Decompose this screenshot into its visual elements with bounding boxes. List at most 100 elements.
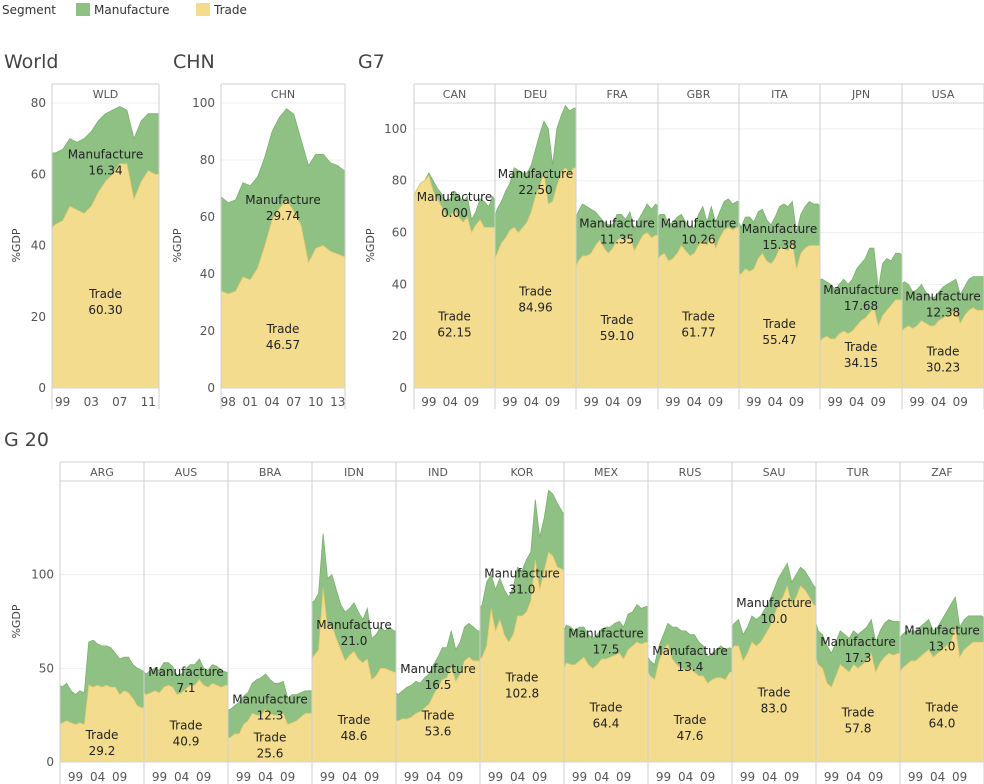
manufacture-value-ita: 15.38 [762, 238, 796, 252]
area-trade-gbr [657, 226, 740, 389]
manufacture-label-kor: Manufacture [484, 567, 559, 581]
trade-label-kor: Trade [505, 671, 539, 685]
manufacture-value-aus: 7.1 [176, 681, 195, 695]
x-tick-label: 04 [930, 770, 945, 784]
x-tick-label: 04 [174, 770, 189, 784]
trade-value-bra: 25.6 [257, 747, 284, 761]
x-tick-label: 99 [152, 770, 167, 784]
trade-label-aus: Trade [169, 719, 203, 733]
trade-label-usa: Trade [926, 344, 960, 358]
x-tick-label: 09 [952, 770, 967, 784]
x-tick-label: 99 [404, 770, 419, 784]
trade-value-gbr: 61.77 [681, 326, 715, 340]
trade-label-rus: Trade [673, 713, 707, 727]
x-tick-label: 99 [421, 395, 436, 409]
x-tick-label: 09 [364, 770, 379, 784]
manufacture-value-zaf: 13.0 [929, 640, 956, 654]
y-axis-label-chn: %GDP [171, 228, 184, 262]
panel-header-chn: CHN [271, 88, 295, 101]
group-title-world: World [4, 51, 58, 73]
x-tick-label: 04 [678, 770, 693, 784]
y-tick-label: 100 [31, 568, 54, 582]
manufacture-label-ita: Manufacture [742, 222, 817, 236]
legend-label-manufacture[interactable]: Manufacture [94, 3, 170, 17]
x-tick-label: 04 [594, 770, 609, 784]
area-trade-zaf [899, 626, 984, 763]
manufacture-label-usa: Manufacture [905, 289, 980, 303]
area-trade-sau [731, 584, 817, 763]
y-tick-label: 0 [207, 381, 215, 395]
legend-swatch-trade[interactable] [196, 3, 210, 16]
area-trade-tur [815, 652, 901, 763]
area-trade-aus [143, 678, 229, 763]
trade-value-ita: 55.47 [762, 333, 796, 347]
x-tick-label: 09 [871, 395, 886, 409]
legend-swatch-manufacture[interactable] [76, 3, 90, 16]
y-axis-label-world: %GDP [10, 228, 23, 262]
y-tick-label: 50 [39, 661, 54, 675]
manufacture-label-chn: Manufacture [245, 193, 320, 207]
trade-label-arg: Trade [85, 728, 119, 742]
panel-header-sau: SAU [763, 466, 786, 479]
y-tick-label: 40 [200, 267, 215, 281]
area-trade-rus [647, 643, 733, 763]
area-trade-deu [494, 167, 577, 389]
y-tick-label: 20 [200, 324, 215, 338]
x-tick-label: 09 [784, 770, 799, 784]
trade-value-tur: 57.8 [845, 721, 872, 735]
manufacture-label-can: Manufacture [417, 190, 492, 204]
trade-label-chn: Trade [266, 322, 300, 336]
y-tick-label: 0 [399, 381, 407, 395]
x-tick-label: 99 [583, 395, 598, 409]
x-tick-label: 04 [768, 395, 783, 409]
panel-header-bra: BRA [259, 466, 282, 479]
panel-header-mex: MEX [594, 466, 618, 479]
legend: Segment Manufacture Trade [0, 0, 984, 22]
manufacture-value-rus: 13.4 [677, 660, 704, 674]
x-tick-label: 09 [112, 770, 127, 784]
trade-label-gbr: Trade [681, 310, 715, 324]
panel-header-fra: FRA [606, 88, 628, 101]
manufacture-label-rus: Manufacture [652, 644, 727, 658]
x-tick-label: 04 [687, 395, 702, 409]
x-tick-label: 04 [90, 770, 105, 784]
x-tick-label: 99 [488, 770, 503, 784]
x-tick-label: 09 [280, 770, 295, 784]
x-tick-label: 09 [448, 770, 463, 784]
trade-value-wld: 60.30 [88, 303, 122, 317]
area-trade-jpn [819, 299, 903, 389]
manufacture-label-zaf: Manufacture [904, 624, 979, 638]
trade-label-idn: Trade [337, 713, 371, 727]
manufacture-value-mex: 17.5 [593, 643, 620, 657]
y-tick-label: 60 [200, 210, 215, 224]
panel-header-jpn: JPN [851, 88, 870, 101]
trade-label-fra: Trade [600, 313, 634, 327]
trade-value-sau: 83.0 [761, 702, 788, 716]
trade-value-fra: 59.10 [600, 329, 634, 343]
panel-header-aus: AUS [175, 466, 198, 479]
trade-label-mex: Trade [589, 701, 623, 715]
y-tick-label: 20 [392, 329, 407, 343]
manufacture-value-fra: 11.35 [600, 233, 634, 247]
x-tick-label: 04 [264, 395, 279, 409]
manufacture-label-mex: Manufacture [568, 627, 643, 641]
group-title-chn: CHN [173, 51, 215, 73]
trade-label-wld: Trade [88, 287, 122, 301]
x-tick-label: 99 [320, 770, 335, 784]
panel-header-zaf: ZAF [931, 466, 952, 479]
trade-value-idn: 48.6 [341, 729, 368, 743]
area-trade-mex [563, 641, 649, 763]
trade-value-arg: 29.2 [89, 744, 116, 758]
x-tick-label: 99 [656, 770, 671, 784]
x-tick-label: 09 [532, 770, 547, 784]
trade-value-usa: 30.23 [926, 360, 960, 374]
x-tick-label: 99 [68, 770, 83, 784]
y-tick-label: 100 [384, 122, 407, 136]
manufacture-value-idn: 21.0 [341, 634, 368, 648]
y-tick-label: 80 [200, 153, 215, 167]
manufacture-value-usa: 12.38 [926, 305, 960, 319]
manufacture-label-bra: Manufacture [232, 693, 307, 707]
x-tick-label: 09 [953, 395, 968, 409]
manufacture-value-sau: 10.0 [761, 612, 788, 626]
legend-label-trade[interactable]: Trade [214, 3, 247, 17]
